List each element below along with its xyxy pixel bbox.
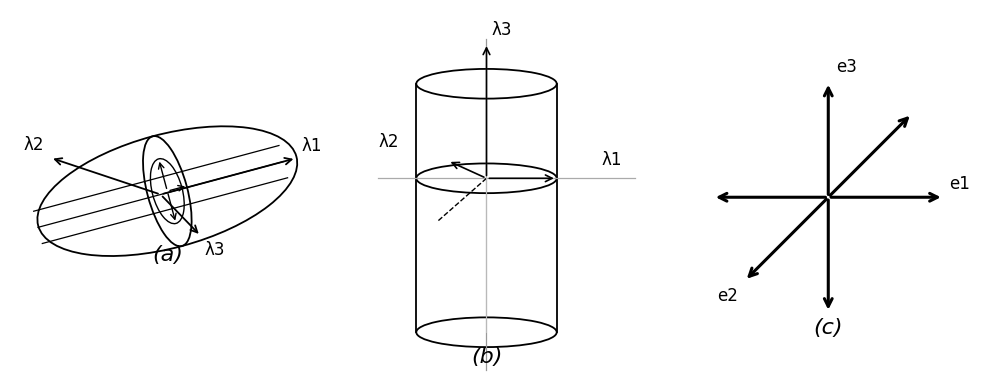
Text: λ3: λ3 — [492, 21, 512, 39]
Text: λ2: λ2 — [23, 137, 44, 154]
Text: λ2: λ2 — [378, 133, 399, 151]
Text: λ1: λ1 — [601, 151, 622, 169]
Text: (c): (c) — [814, 318, 843, 338]
Text: e3: e3 — [836, 58, 857, 76]
Text: e1: e1 — [949, 175, 970, 193]
Text: λ1: λ1 — [302, 137, 322, 155]
Text: e2: e2 — [717, 287, 738, 305]
Text: (b): (b) — [471, 347, 502, 367]
Text: (a): (a) — [152, 245, 183, 265]
Text: λ3: λ3 — [204, 241, 225, 259]
